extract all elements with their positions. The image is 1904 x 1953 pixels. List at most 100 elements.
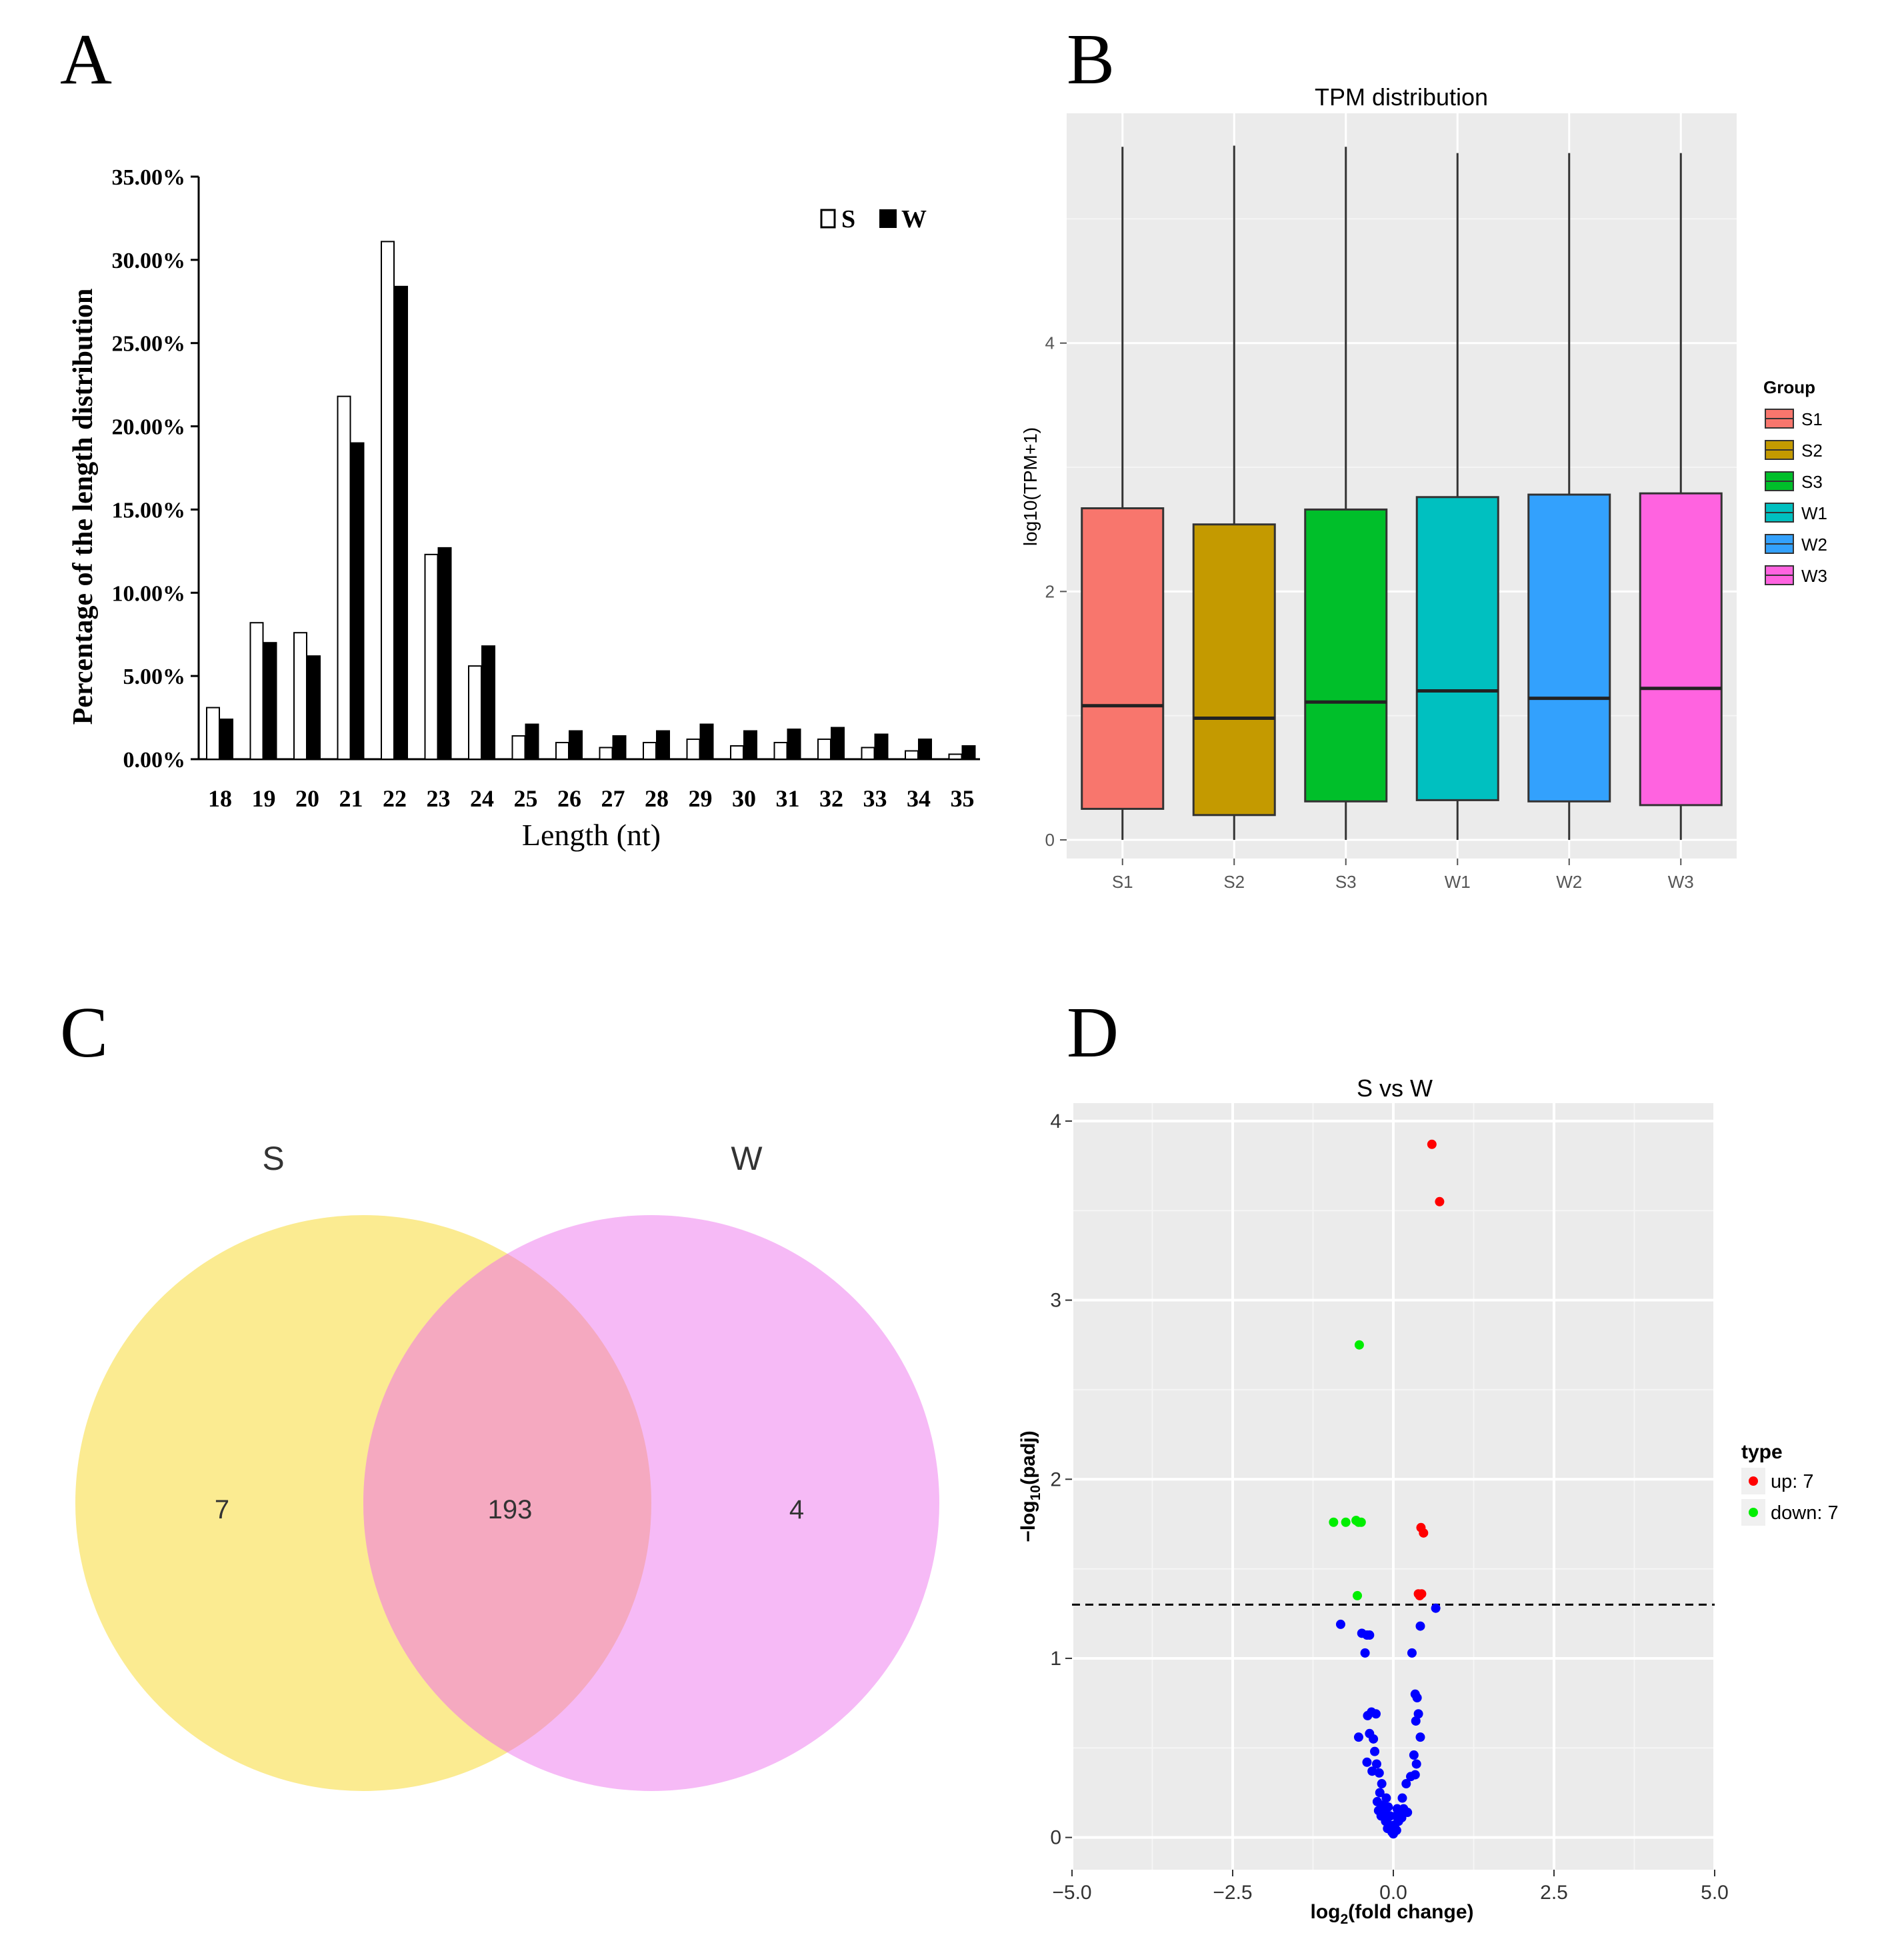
d-point-up [1435,1196,1445,1206]
d-point-ns [1371,1709,1381,1719]
b-x-tick-label: S3 [1335,872,1357,892]
a-x-tick-label: 30 [732,785,756,812]
a-x-tick-label: 35 [951,785,975,812]
a-y-tick-label: 25.00% [112,332,186,357]
d-points [1329,1139,1445,1839]
d-point-ns [1365,1630,1375,1640]
d-point-ns [1374,1768,1384,1778]
b-plot-background [1067,113,1737,859]
a-bar-w-32 [831,727,845,761]
d-title: S vs W [1357,1074,1433,1102]
a-bar-w-35 [961,745,976,760]
d-x-tick-label: −2.5 [1213,1882,1252,1904]
a-bars [206,241,976,761]
a-y-tick-label: 5.00% [123,665,186,689]
d-point-ns [1362,1757,1372,1767]
d-point-up [1419,1528,1429,1538]
b-y-axis-label: log10(TPM+1) [1020,427,1041,546]
venn-count-intersection: 193 [488,1495,533,1524]
b-legend-label-S3: S3 [1801,472,1823,492]
d-y-tick-label: 1 [1050,1648,1061,1670]
d-point-ns [1360,1648,1370,1658]
d-point-ns [1431,1603,1441,1613]
a-bar-w-23 [437,547,452,760]
a-legend-swatch-s [820,209,836,229]
a-bar-s-23 [424,553,439,760]
a-bar-w-31 [787,729,801,760]
a-bar-w-34 [918,739,932,761]
d-y-tick-label: 2 [1050,1468,1061,1490]
d-x-tick-label: 0.0 [1379,1882,1407,1904]
a-bar-s-29 [686,739,701,761]
a-bar-s-31 [773,742,788,760]
a-y-tick-label: 10.00% [112,581,186,606]
a-bar-w-18 [219,719,233,761]
a-bar-w-19 [263,642,277,761]
a-bar-w-20 [307,655,321,760]
panel-c-venn: S W 7 193 4 [75,1140,939,1791]
a-bar-s-35 [948,753,963,760]
d-point-up [1427,1139,1437,1149]
d-point-ns [1381,1793,1391,1803]
a-x-tick-label: 22 [383,785,407,812]
a-bar-s-28 [643,742,657,760]
a-x-tick-label: 33 [863,785,887,812]
a-bar-s-22 [381,241,395,761]
b-y-tick-label: 4 [1045,333,1055,353]
a-bar-s-19 [249,622,264,761]
d-point-ns [1335,1619,1345,1629]
panel-label-c: C [60,993,108,1072]
d-point-ns [1353,1732,1363,1742]
a-x-tick-label: 26 [557,785,581,812]
a-bar-s-20 [293,632,307,761]
panel-label-b: B [1067,20,1115,99]
b-box-W3 [1639,492,1723,807]
a-y-tick-label: 30.00% [112,249,186,273]
d-point-down [1354,1340,1364,1350]
d-point-ns [1413,1709,1423,1719]
b-x-tick-label: W3 [1668,872,1694,892]
d-point-ns [1412,1693,1422,1703]
a-bar-w-29 [699,723,714,761]
d-y-axis-label: −log10(padj) [1017,1430,1043,1542]
a-x-tick-label: 18 [208,785,232,812]
a-y-tick-label: 0.00% [123,748,186,773]
d-point-ns [1407,1648,1417,1658]
panel-label-a: A [60,20,112,99]
a-bar-w-24 [481,645,495,760]
a-legend-label-w: W [901,205,927,233]
b-title: TPM distribution [1315,83,1488,111]
a-x-tick-label: 19 [252,785,276,812]
d-x-tick-label: −5.0 [1052,1882,1091,1904]
d-y-tick-label: 0 [1050,1827,1061,1849]
a-bar-w-25 [525,723,539,761]
a-legend-swatch-w [879,209,897,228]
a-bar-s-30 [730,745,744,760]
d-x-axis-label: log2(fold change) [1310,1901,1473,1927]
d-point-ns [1411,1759,1421,1769]
a-x-tick-label: 34 [907,785,931,812]
venn-count-w-only: 4 [789,1495,804,1524]
a-x-tick-label: 27 [601,785,625,812]
panel-label-d: D [1067,993,1119,1072]
d-point-ns [1415,1732,1425,1742]
b-legend-label-W2: W2 [1801,535,1827,555]
a-bar-s-34 [905,750,919,760]
a-x-tick-label: 32 [819,785,843,812]
a-y-tick-label: 20.00% [112,415,186,440]
a-legend: S W [820,205,927,233]
a-bar-w-27 [612,735,627,761]
a-bar-w-21 [350,442,365,760]
a-x-tick-label: 25 [514,785,538,812]
a-y-axis-label: Percentage of the length distribution [68,289,99,725]
d-axis-labels: −5.0 −2.5 0.0 2.5 5.0 0 1 2 3 4 [1050,1110,1729,1904]
d-point-ns [1415,1621,1425,1631]
d-y-tick-label: 3 [1050,1290,1061,1312]
a-x-tick-label: 31 [776,785,800,812]
b-boxes [1081,145,1723,841]
a-bar-s-21 [337,395,351,760]
b-x-tick-label: S2 [1223,872,1245,892]
b-x-tick-label: S1 [1112,872,1133,892]
b-y-tick-label: 0 [1045,830,1055,850]
d-y-tick-label: 4 [1050,1110,1061,1132]
